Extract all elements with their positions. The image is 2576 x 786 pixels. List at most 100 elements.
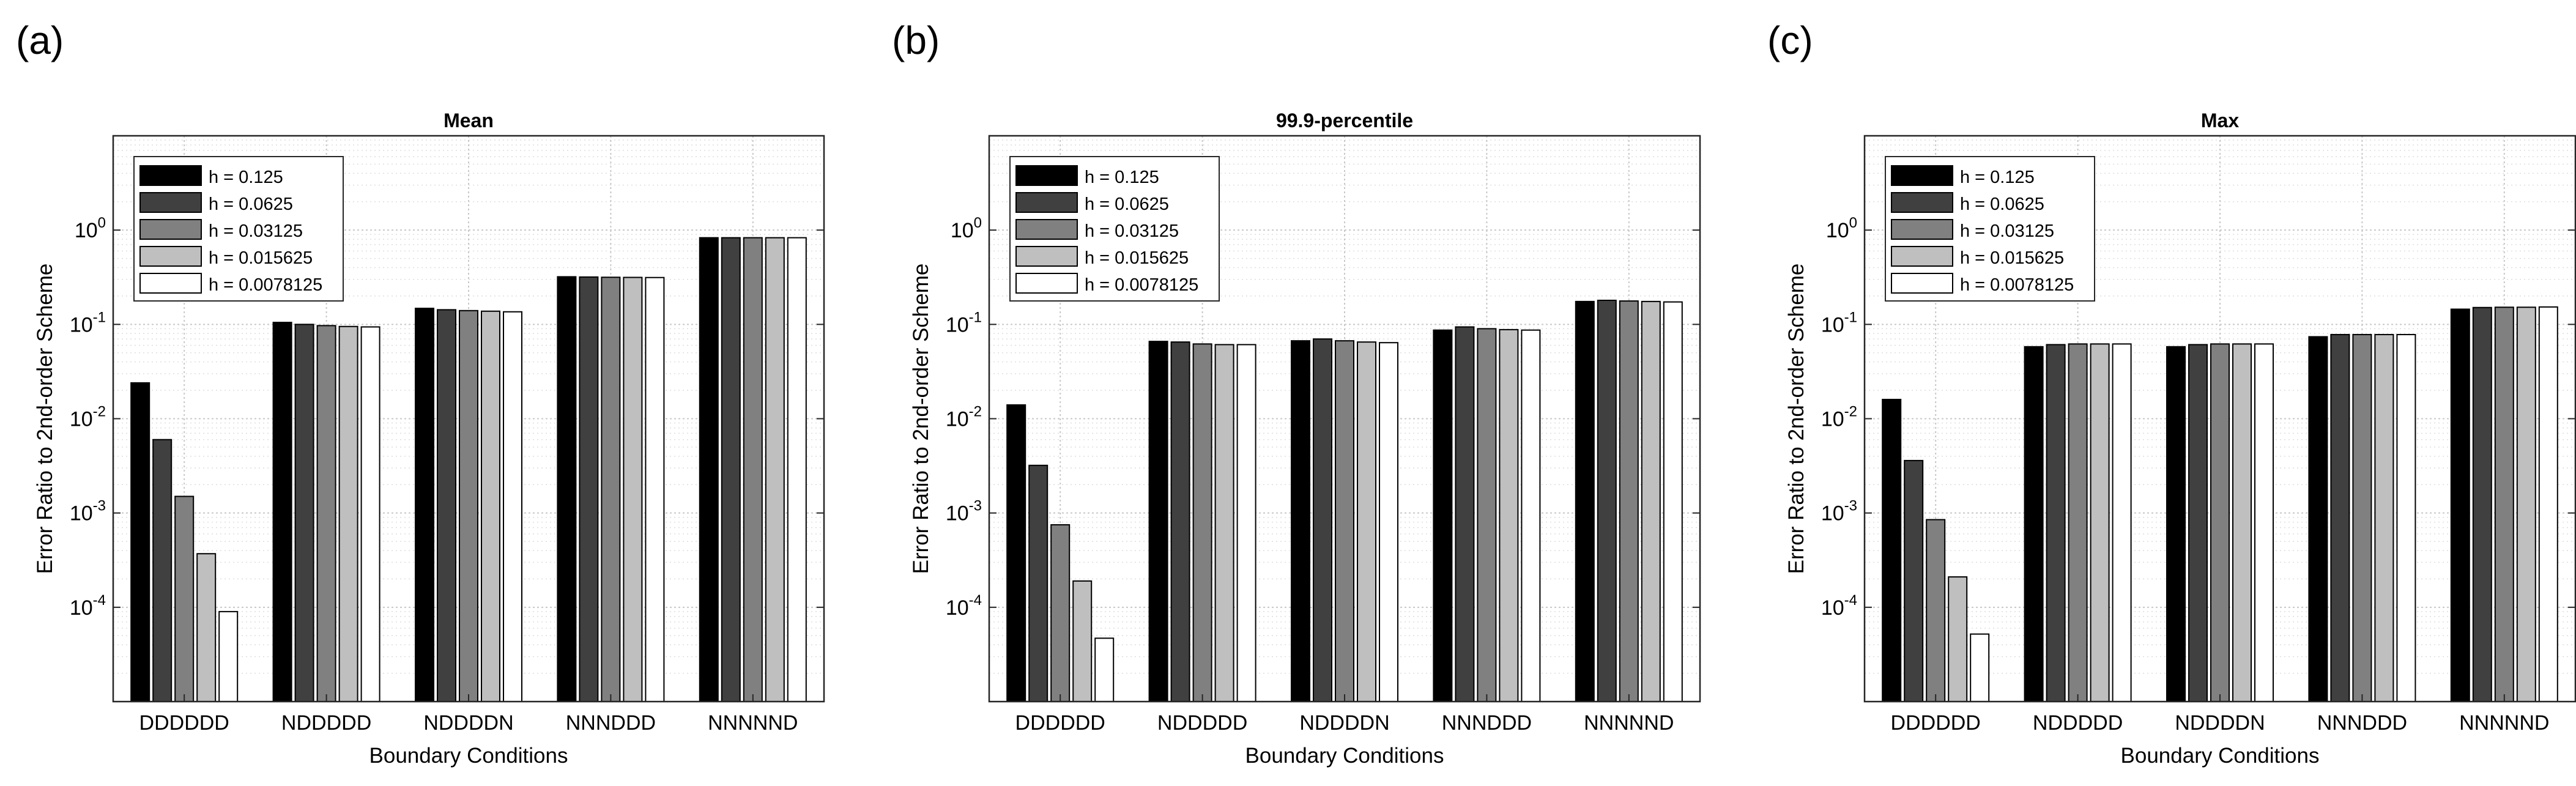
y-axis-label: Error Ratio to 2nd-order Scheme bbox=[33, 264, 57, 574]
x-tick-label: DDDDDD bbox=[1891, 711, 1981, 735]
bar-nddddn-series-1 bbox=[2166, 346, 2186, 702]
bar-nnnnnd-series-3 bbox=[743, 237, 763, 702]
bar-nddddn-series-3 bbox=[459, 310, 478, 703]
bar-nnnddd-series-5 bbox=[645, 276, 665, 703]
bar-nnnddd-series-2 bbox=[1455, 326, 1475, 702]
legend-entry-label: h = 0.0625 bbox=[209, 195, 293, 214]
bar-nddddn-series-3 bbox=[1335, 340, 1354, 702]
bar-dddddd-series-1 bbox=[130, 382, 150, 702]
legend-swatch bbox=[1891, 246, 1953, 267]
x-axis-label: Boundary Conditions bbox=[369, 744, 568, 768]
bar-nnnddd-series-3 bbox=[2352, 333, 2372, 702]
y-axis-label: Error Ratio to 2nd-order Scheme bbox=[909, 264, 933, 574]
bar-nnnddd-series-2 bbox=[2330, 333, 2350, 702]
legend-swatch bbox=[1015, 165, 1078, 186]
legend-entry-label: h = 0.125 bbox=[1085, 168, 1159, 187]
bar-nnnnnd-series-3 bbox=[2494, 306, 2514, 702]
bar-nddddd-series-1 bbox=[2024, 346, 2044, 702]
bar-dddddd-series-2 bbox=[152, 439, 173, 702]
panel-label: (a) bbox=[16, 18, 64, 62]
bar-nnnnnd-series-5 bbox=[1663, 301, 1683, 702]
bar-nnnnnd-series-3 bbox=[1619, 300, 1639, 702]
bar-nddddn-series-2 bbox=[2188, 344, 2208, 702]
bar-nddddn-series-5 bbox=[503, 311, 522, 702]
bar-nnnnnd-series-5 bbox=[2538, 306, 2558, 703]
bar-nnnnnd-series-2 bbox=[721, 237, 741, 702]
bar-dddddd-series-2 bbox=[1028, 464, 1049, 702]
bar-dddddd-series-3 bbox=[1926, 519, 1946, 702]
legend: h = 0.125 h = 0.0625 h = 0.03125 h = 0.0156… bbox=[133, 156, 344, 302]
legend: h = 0.125 h = 0.0625 h = 0.03125 h = 0.0156… bbox=[1885, 156, 2095, 302]
legend-swatch bbox=[1015, 219, 1078, 240]
bars bbox=[1882, 306, 2558, 703]
legend-entry-label: h = 0.015625 bbox=[1085, 248, 1189, 268]
y-axis-label: Error Ratio to 2nd-order Scheme bbox=[1784, 264, 1808, 574]
bar-nnnddd-series-1 bbox=[2308, 336, 2328, 702]
legend-swatch bbox=[139, 273, 202, 294]
legend-swatch bbox=[1015, 192, 1078, 213]
legend-swatch bbox=[1015, 246, 1078, 267]
bar-nddddn-series-1 bbox=[1291, 340, 1310, 702]
bar-nnnnnd-series-1 bbox=[699, 237, 719, 702]
bar-nnnddd-series-1 bbox=[1433, 329, 1453, 702]
bar-nddddd-series-4 bbox=[2090, 343, 2110, 702]
bar-dddddd-series-5 bbox=[218, 610, 239, 703]
y-tick-label: 10-2 bbox=[70, 404, 106, 431]
legend-swatch bbox=[1015, 273, 1078, 294]
bar-dddddd-series-5 bbox=[1094, 637, 1115, 702]
bar-nnnddd-series-3 bbox=[1477, 328, 1497, 702]
panel-c: (c) Max Boundary Conditions Error Ratio … bbox=[1767, 18, 2576, 768]
panel-b: (b) 99.9-percentile Boundary Conditions … bbox=[892, 18, 1701, 768]
bar-nddddd-series-3 bbox=[1192, 343, 1212, 702]
panel-label: (b) bbox=[892, 18, 940, 62]
bar-dddddd-series-1 bbox=[1006, 404, 1026, 702]
bar-nddddd-series-5 bbox=[2112, 343, 2132, 702]
bars bbox=[130, 237, 807, 703]
legend-entry-label: h = 0.015625 bbox=[209, 248, 313, 268]
y-tick-label: 10-1 bbox=[70, 309, 106, 336]
bar-nddddn-series-4 bbox=[2232, 343, 2252, 702]
bar-nddddn-series-5 bbox=[2254, 343, 2274, 702]
legend-entry-label: h = 0.0078125 bbox=[1085, 275, 1198, 295]
y-tick-label: 10-4 bbox=[1821, 592, 1857, 620]
legend-entry-label: h = 0.125 bbox=[1960, 168, 2035, 187]
bar-nnnddd-series-4 bbox=[1499, 328, 1519, 702]
y-tick-label: 100 bbox=[75, 215, 106, 242]
bar-nddddn-series-4 bbox=[481, 310, 500, 703]
x-axis-label: Boundary Conditions bbox=[2121, 744, 2320, 768]
panel-label: (c) bbox=[1767, 18, 1813, 62]
legend-swatch bbox=[1891, 273, 1953, 294]
legend-entry-label: h = 0.03125 bbox=[1960, 221, 2054, 241]
y-tick-label: 10-1 bbox=[1821, 309, 1857, 336]
bar-nddddd-series-1 bbox=[1148, 341, 1168, 702]
y-tick-label: 10-1 bbox=[946, 309, 982, 336]
bar-dddddd-series-4 bbox=[1948, 576, 1968, 702]
bar-nnnddd-series-1 bbox=[557, 276, 577, 702]
bar-nnnddd-series-5 bbox=[1521, 329, 1541, 702]
bar-nddddd-series-2 bbox=[1170, 341, 1190, 702]
bar-nddddd-series-4 bbox=[1214, 344, 1234, 702]
bar-nnnnnd-series-4 bbox=[2516, 306, 2536, 702]
bar-nddddd-series-5 bbox=[1236, 344, 1256, 702]
bar-nddddn-series-1 bbox=[415, 308, 434, 702]
bar-nnnddd-series-2 bbox=[579, 276, 599, 703]
bar-dddddd-series-3 bbox=[1050, 524, 1071, 702]
legend: h = 0.125 h = 0.0625 h = 0.03125 h = 0.0156… bbox=[1009, 156, 1220, 302]
y-tick-label: 10-4 bbox=[70, 592, 106, 620]
legend-entry-label: h = 0.03125 bbox=[209, 221, 303, 241]
x-tick-label: NDDDDN bbox=[1299, 711, 1389, 735]
legend-entry-label: h = 0.125 bbox=[209, 168, 283, 187]
legend-swatch bbox=[1891, 165, 1953, 186]
y-tick-label: 100 bbox=[951, 215, 982, 242]
x-tick-label: NNNDDD bbox=[1442, 711, 1532, 735]
bar-nnnddd-series-4 bbox=[623, 276, 643, 703]
x-tick-label: NNNNND bbox=[708, 711, 798, 735]
x-tick-label: NNNNND bbox=[2459, 711, 2549, 735]
bars bbox=[1006, 299, 1683, 702]
x-tick-label: NNNDDD bbox=[566, 711, 656, 735]
legend-swatch bbox=[1891, 219, 1953, 240]
bar-nddddd-series-2 bbox=[2046, 344, 2066, 702]
y-tick-label: 10-3 bbox=[946, 498, 982, 525]
